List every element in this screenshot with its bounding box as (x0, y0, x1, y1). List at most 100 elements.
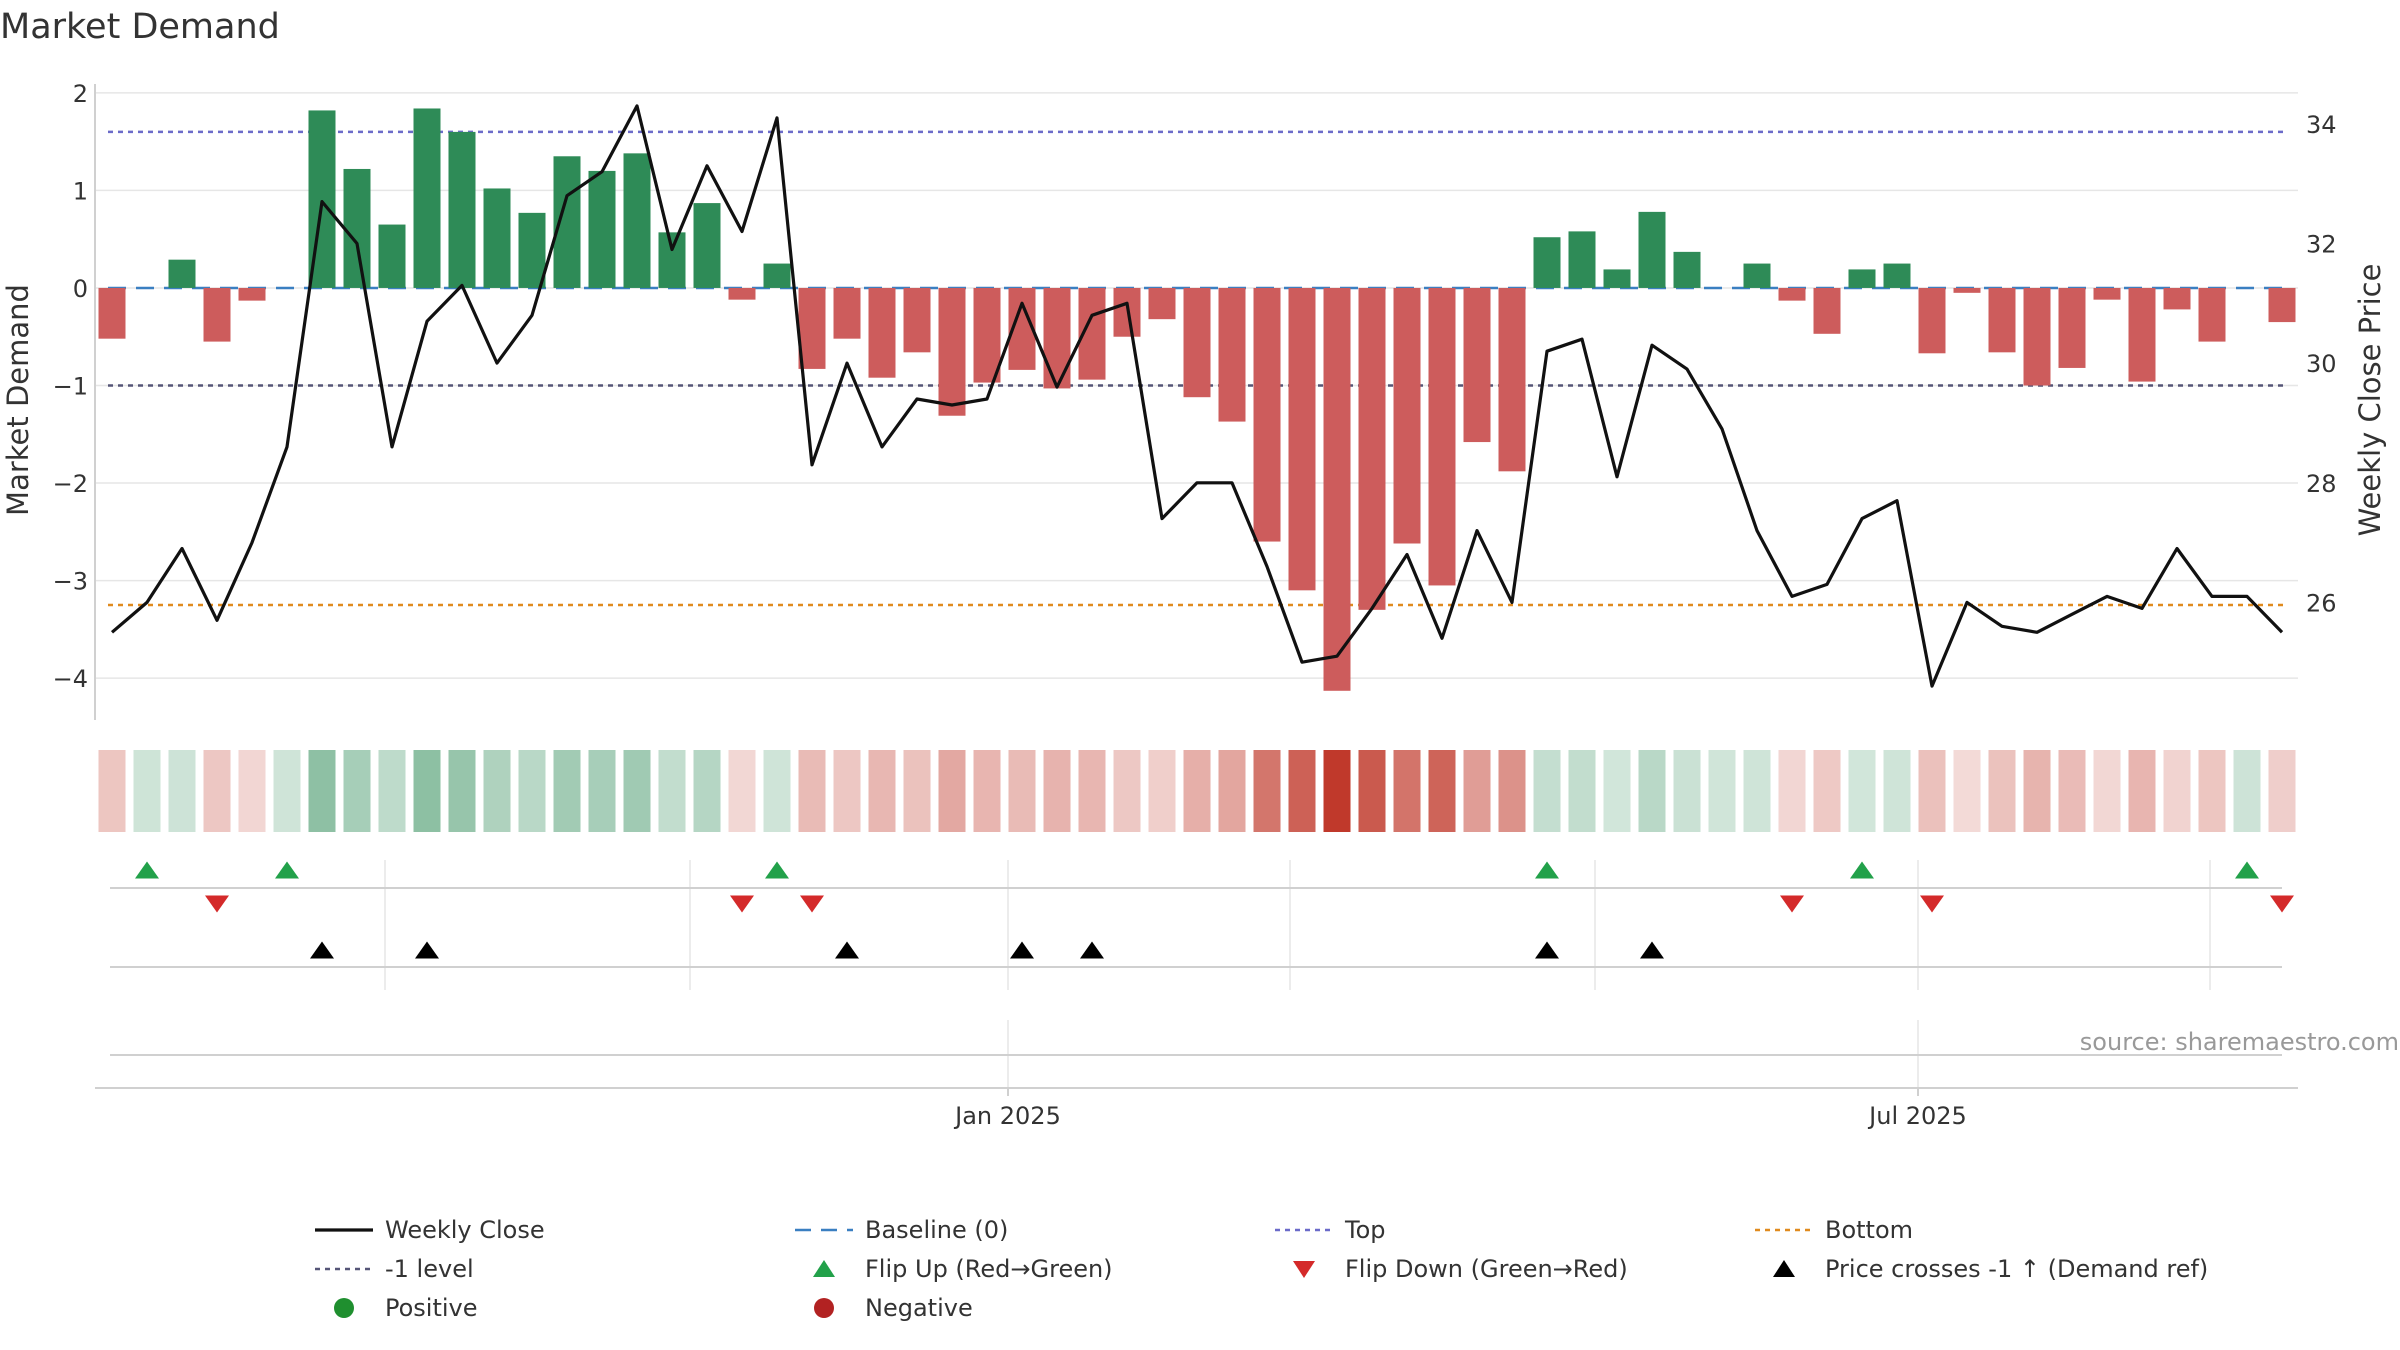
heatmap-cell (2128, 750, 2156, 832)
heatmap-cell (2023, 750, 2051, 832)
demand-bar-negative (1183, 287, 1211, 398)
price-cross-marker (1080, 941, 1104, 959)
demand-bar-negative (938, 287, 966, 416)
heatmap-cell (938, 750, 966, 832)
heatmap-cell (1078, 750, 1106, 832)
heatmap-cell (1743, 750, 1771, 832)
demand-bar-negative (2128, 287, 2156, 382)
price-cross-marker (1010, 941, 1034, 959)
demand-bar-positive (1673, 251, 1701, 288)
legend-swatch (814, 1298, 834, 1318)
legend-item-flip-up: Flip Up (Red→Green) (813, 1255, 1113, 1283)
heatmap-cell (1918, 750, 1946, 832)
demand-bar-negative (2093, 287, 2121, 300)
demand-bar-negative (1323, 287, 1351, 691)
demand-bar-positive (693, 203, 721, 288)
heatmap-cell (1043, 750, 1071, 832)
demand-bar-negative (1463, 287, 1491, 443)
price-cross-marker (1640, 941, 1664, 959)
heatmap-cell (1883, 750, 1911, 832)
demand-bar-positive (553, 156, 581, 288)
demand-bar-negative (98, 287, 126, 339)
y-right-tick-label: 28 (2306, 470, 2337, 498)
demand-bar-negative (1288, 287, 1316, 591)
heatmap-cell (833, 750, 861, 832)
demand-bar-negative (798, 287, 826, 369)
heatmap-cell (588, 750, 616, 832)
demand-bar-negative (1428, 287, 1456, 586)
legend-label: Bottom (1825, 1216, 1913, 1244)
demand-bar-negative (1358, 287, 1386, 610)
heatmap-cell (1008, 750, 1036, 832)
flip-up-marker (275, 861, 299, 879)
demand-bar-negative (1393, 287, 1421, 544)
legend-label: Price crosses -1 ↑ (Demand ref) (1825, 1255, 2208, 1283)
demand-bar-negative (2268, 287, 2296, 323)
heatmap-cell (553, 750, 581, 832)
heatmap-cell (1953, 750, 1981, 832)
heatmap-cell (2058, 750, 2086, 832)
x-tick-label: Jul 2025 (1867, 1102, 1967, 1130)
heatmap-cell (728, 750, 756, 832)
heatmap-cell (903, 750, 931, 832)
y-left-tick-label: 2 (73, 80, 88, 108)
demand-bar-positive (413, 108, 441, 288)
flip-up-marker (1850, 861, 1874, 879)
heatmap-cell (1848, 750, 1876, 832)
demand-bar-positive (378, 224, 406, 288)
demand-bar-negative (1498, 287, 1526, 472)
demand-bar-negative (1953, 287, 1981, 293)
heatmap-cell (238, 750, 266, 832)
heatmap-cell (1533, 750, 1561, 832)
heatmap-cell (658, 750, 686, 832)
heatmap-cell (1673, 750, 1701, 832)
demand-bar-negative (833, 287, 861, 339)
heatmap-cell (1463, 750, 1491, 832)
y-left-tick-label: 0 (73, 275, 88, 303)
flip-down-marker (2270, 895, 2294, 913)
legend-label: Flip Up (Red→Green) (865, 1255, 1113, 1283)
heatmap-cell (1183, 750, 1211, 832)
demand-bar-negative (728, 287, 756, 300)
demand-bar-positive (623, 153, 651, 288)
heatmap-cell (1638, 750, 1666, 832)
legend-swatch (1773, 1260, 1795, 1277)
legend-swatch (813, 1260, 835, 1277)
heatmap-cell (343, 750, 371, 832)
heatmap-cell (1708, 750, 1736, 832)
demand-bar-negative (1148, 287, 1176, 320)
flip-up-marker (135, 861, 159, 879)
y-left-tick-label: −3 (53, 568, 88, 596)
demand-bar-negative (1218, 287, 1246, 422)
flip-up-marker (2235, 861, 2259, 879)
legend-item-minus-one: -1 level (315, 1255, 474, 1283)
axis-ticks: 2 1 0 −1 −2 −3 −4 34 32 30 28 26 (53, 80, 2337, 693)
demand-bar-positive (518, 212, 546, 288)
heatmap-cell (1218, 750, 1246, 832)
x-tick-label: Jan 2025 (953, 1102, 1061, 1130)
demand-bar-negative (1253, 287, 1281, 542)
heatmap-cell (623, 750, 651, 832)
legend-label: Baseline (0) (865, 1216, 1008, 1244)
demand-bar-positive (658, 232, 686, 288)
y-right-tick-label: 26 (2306, 589, 2337, 617)
y-axis-left-label: Market Demand (1, 284, 35, 516)
flip-down-marker (205, 895, 229, 913)
heatmap-cell (203, 750, 231, 832)
flip-down-marker (1920, 895, 1944, 913)
demand-bar-negative (1813, 287, 1841, 334)
heatmap-cell (2163, 750, 2191, 832)
y-left-tick-label: −1 (53, 372, 88, 400)
heatmap-cell (1323, 750, 1351, 832)
demand-bar-positive (448, 131, 476, 288)
demand-bar-positive (168, 259, 196, 288)
heatmap-cell (133, 750, 161, 832)
flip-up-marker (1535, 861, 1559, 879)
heatmap-cell (378, 750, 406, 832)
y-right-tick-label: 32 (2306, 231, 2337, 259)
demand-heatmap-strip (98, 750, 2296, 832)
legend-label: Weekly Close (385, 1216, 545, 1244)
price-cross-marker (310, 941, 334, 959)
legend-item-weekly-close: Weekly Close (315, 1216, 545, 1244)
